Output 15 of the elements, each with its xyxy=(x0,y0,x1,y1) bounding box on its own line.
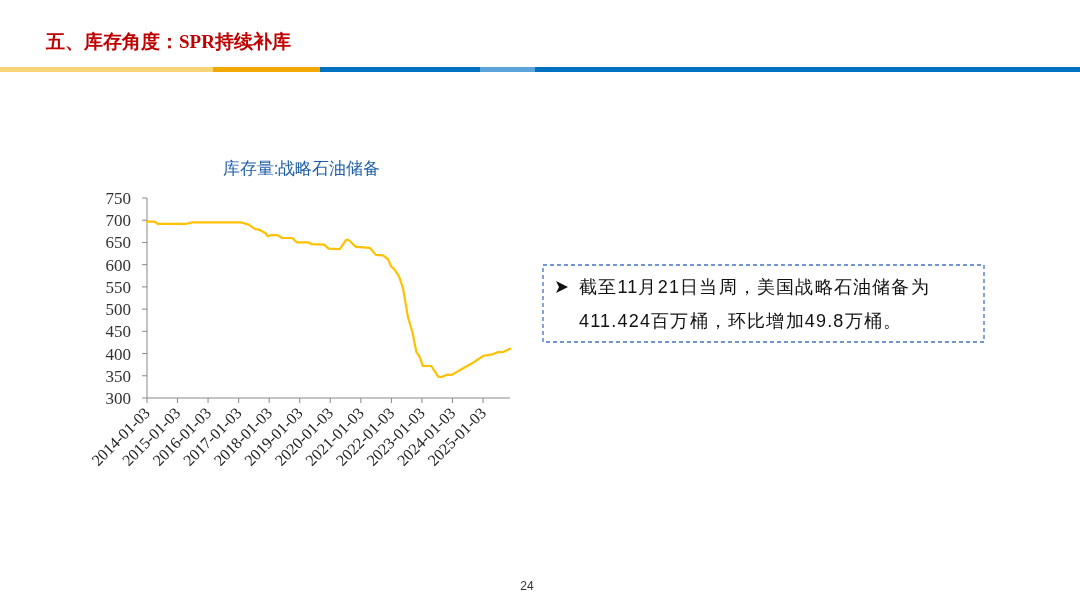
text: 截至11月21日当周，美国战略石油储备为411.424百万桶，环比增加49.8万桶。 xyxy=(579,277,930,331)
chart-title: 库存量:战略石油储备 xyxy=(222,159,381,178)
y-tick-label: 300 xyxy=(105,389,131,408)
y-tick-label: 700 xyxy=(105,211,131,231)
y-tick-label: 550 xyxy=(105,277,131,297)
y-tick-label: 750 xyxy=(105,189,131,208)
y-tick-label: 600 xyxy=(105,255,131,275)
y-tick-label: 500 xyxy=(105,300,131,320)
y-tick-label: 650 xyxy=(105,233,131,253)
line-series xyxy=(145,220,512,379)
y-tick-label: 400 xyxy=(105,344,131,364)
y-tick-label: 350 xyxy=(105,366,131,386)
text: 24 xyxy=(520,579,534,593)
text: 五、库存角度：SPR持续补库 xyxy=(45,31,291,52)
y-tick-label: 450 xyxy=(105,322,131,342)
